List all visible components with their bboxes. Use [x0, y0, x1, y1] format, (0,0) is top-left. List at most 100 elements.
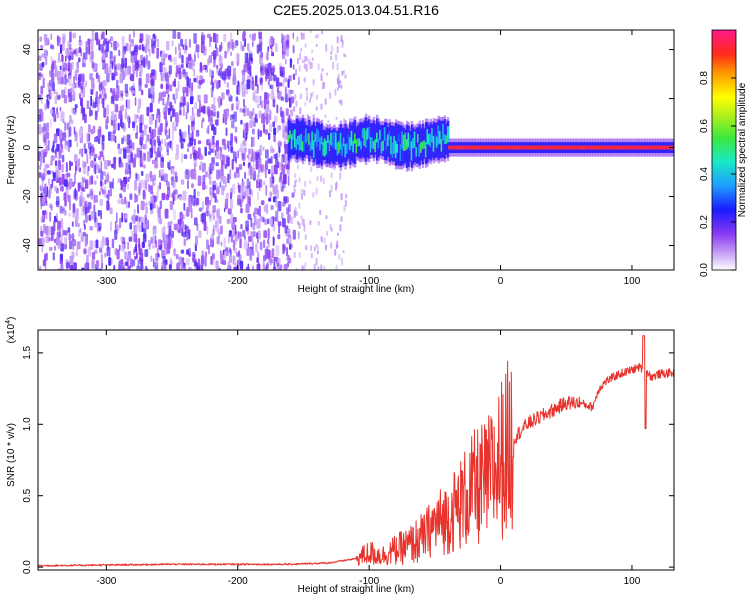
heat-noise-cell: [293, 210, 296, 219]
heat-noise-cell: [143, 153, 146, 161]
heat-noise-cell: [240, 143, 244, 152]
heat-noise-cell: [72, 90, 76, 102]
heat-noise-cell: [311, 269, 314, 270]
heat-noise-cell: [140, 258, 144, 270]
heat-noise-cell: [281, 212, 284, 220]
heat-band-core: [428, 134, 431, 145]
heat-noise-cell: [170, 115, 173, 122]
heat-noise-cell: [167, 107, 171, 116]
heat-noise-cell: [60, 111, 65, 122]
heat-noise-cell: [265, 203, 269, 214]
heat-noise-cell: [319, 209, 322, 216]
heat-band-cell: [372, 120, 376, 158]
heat-band-core: [305, 128, 308, 144]
heat-noise-cell: [343, 53, 345, 57]
heat-noise-cell: [127, 254, 132, 262]
heat-noise-cell: [209, 163, 212, 174]
heat-noise-cell: [134, 197, 137, 204]
heat-noise-cell: [71, 83, 75, 94]
heat-noise-cell: [278, 141, 282, 146]
heat-noise-cell: [197, 147, 201, 156]
heat-noise-cell: [320, 103, 323, 110]
heat-noise-cell: [246, 79, 251, 90]
heat-noise-cell: [200, 154, 204, 160]
heat-noise-cell: [339, 100, 342, 105]
heat-noise-cell: [271, 67, 275, 73]
heat-noise-cell: [98, 155, 102, 160]
heat-noise-cell: [159, 182, 161, 190]
heat-noise-cell: [309, 180, 312, 184]
heat-noise-cell: [140, 60, 143, 66]
heat-noise-cell: [294, 173, 297, 179]
heat-noise-cell: [138, 77, 142, 86]
heat-noise-cell: [183, 214, 186, 220]
heat-noise-cell: [285, 108, 289, 116]
heat-band-core: [409, 134, 412, 151]
heat-noise-cell: [289, 58, 293, 64]
heat-noise-cell: [151, 69, 155, 76]
heat-noise-cell: [172, 121, 175, 132]
heat-noise-cell: [132, 214, 136, 224]
heat-noise-cell: [127, 177, 130, 183]
snr-scale-label: (x104): [5, 317, 17, 344]
heat-noise-cell: [110, 88, 113, 93]
heat-noise-cell: [116, 91, 120, 99]
heat-noise-cell: [49, 211, 52, 222]
heat-noise-cell: [237, 80, 239, 87]
heat-noise-cell: [229, 114, 234, 121]
heat-noise-cell: [246, 178, 250, 189]
heat-noise-cell: [106, 246, 111, 257]
heat-noise-cell: [176, 193, 178, 200]
heat-noise-cell: [206, 204, 209, 211]
heat-noise-cell: [134, 179, 138, 191]
heat-noise-cell: [302, 32, 305, 40]
heat-noise-cell: [216, 82, 219, 90]
heat-noise-cell: [201, 44, 206, 53]
heat-noise-cell: [207, 125, 210, 135]
heat-noise-cell: [143, 128, 147, 136]
heat-noise-cell: [94, 164, 97, 175]
heat-noise-cell: [95, 260, 100, 268]
heat-noise-cell: [110, 96, 114, 104]
heat-noise-cell: [304, 180, 307, 188]
heat-noise-cell: [316, 176, 319, 182]
heat-noise-cell: [215, 43, 217, 49]
heat-noise-cell: [197, 94, 201, 102]
heat-noise-cell: [170, 177, 174, 182]
heat-noise-cell: [171, 40, 174, 47]
heat-noise-cell: [114, 103, 119, 113]
heat-noise-cell: [235, 166, 238, 174]
heat-noise-cell: [129, 222, 132, 230]
heat-noise-cell: [327, 119, 330, 124]
heat-noise-cell: [341, 44, 344, 49]
heat-noise-cell: [62, 61, 66, 68]
heat-noise-cell: [135, 172, 138, 180]
heat-noise-cell: [108, 68, 112, 75]
heat-noise-cell: [153, 145, 156, 154]
heat-noise-cell: [266, 262, 269, 270]
heat-band-cell: [317, 122, 320, 165]
heat-noise-cell: [187, 180, 189, 189]
heat-noise-cell: [103, 107, 107, 118]
heat-noise-cell: [60, 243, 65, 252]
heat-noise-cell: [253, 231, 256, 238]
heat-noise-cell: [296, 36, 299, 42]
heat-noise-cell: [80, 82, 84, 90]
heat-noise-cell: [180, 142, 184, 149]
heat-noise-cell: [249, 120, 253, 129]
heat-noise-cell: [54, 245, 56, 251]
y-tick-label: 1.5: [22, 345, 33, 359]
heat-noise-cell: [282, 78, 285, 87]
heat-noise-cell: [275, 158, 279, 167]
heat-noise-cell: [200, 264, 204, 270]
heat-noise-cell: [188, 78, 192, 88]
heat-noise-cell: [254, 207, 258, 215]
heat-noise-cell: [107, 172, 109, 183]
heat-noise-cell: [312, 79, 315, 86]
heat-noise-cell: [188, 201, 192, 213]
heat-noise-cell: [335, 116, 338, 120]
heat-noise-cell: [212, 228, 215, 236]
heat-noise-cell: [93, 240, 96, 249]
heat-noise-cell: [275, 198, 278, 208]
heat-noise-cell: [111, 163, 115, 168]
